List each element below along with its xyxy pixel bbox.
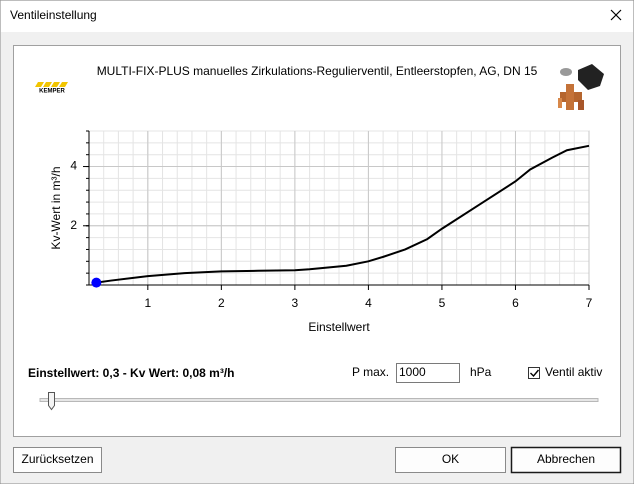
- ok-button[interactable]: OK: [395, 447, 506, 473]
- x-tick-label: 3: [292, 296, 299, 310]
- brand-text: KEMPER: [39, 89, 65, 95]
- x-tick-label: 1: [144, 296, 151, 310]
- window-title: Ventileinstellung: [10, 8, 97, 22]
- slider[interactable]: [39, 392, 599, 411]
- title-bar: [1, 1, 633, 32]
- pressure-input[interactable]: 1000: [396, 363, 460, 383]
- cancel-label: Abbrechen: [537, 452, 595, 466]
- y-axis-label: Kv-Wert in m³/h: [49, 166, 63, 249]
- reset-button[interactable]: Zurücksetzen: [13, 447, 102, 473]
- kv-curve: [96, 144, 590, 284]
- y-tick-label: 2: [70, 218, 77, 232]
- product-icon: [558, 64, 604, 110]
- x-tick-label: 6: [512, 296, 519, 310]
- y-tick-label: 4: [70, 159, 77, 173]
- brand-logo: KEMPER: [35, 82, 68, 95]
- x-tick-label: 7: [586, 296, 593, 310]
- status-text: Einstellwert: 0,3 - Kv Wert: 0,08 m³/h: [28, 366, 235, 380]
- pressure-label: P max.: [352, 365, 389, 379]
- current-setting: [91, 277, 102, 288]
- pressure-value: 1000: [399, 365, 426, 379]
- x-tick-label: 2: [218, 296, 225, 310]
- x-axis-label: Einstellwert: [308, 320, 370, 334]
- checkbox-label: Ventil aktiv: [545, 365, 602, 379]
- checkbox[interactable]: [528, 367, 540, 379]
- ok-label: OK: [442, 452, 459, 466]
- reset-label: Zurücksetzen: [21, 452, 93, 466]
- product-title: MULTI-FIX-PLUS manuelles Zirkulations-Re…: [97, 64, 538, 78]
- close-button[interactable]: [610, 9, 622, 21]
- x-tick-label: 4: [365, 296, 372, 310]
- pressure-unit: hPa: [470, 365, 492, 379]
- cancel-button[interactable]: Abbrechen: [510, 446, 622, 474]
- x-tick-label: 5: [439, 296, 446, 310]
